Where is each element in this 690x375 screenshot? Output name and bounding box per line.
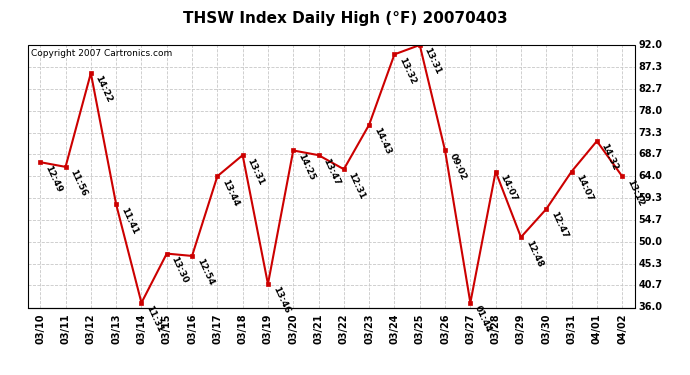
Text: 12:31: 12:31 bbox=[346, 171, 367, 200]
Text: 45.3: 45.3 bbox=[638, 259, 662, 269]
Text: Copyright 2007 Cartronics.com: Copyright 2007 Cartronics.com bbox=[31, 49, 172, 58]
Text: 13:46: 13:46 bbox=[270, 285, 291, 315]
Text: 13:31: 13:31 bbox=[246, 156, 266, 186]
Text: 14:22: 14:22 bbox=[94, 75, 114, 104]
Text: 92.0: 92.0 bbox=[638, 40, 662, 50]
Text: 73.3: 73.3 bbox=[638, 128, 662, 138]
Text: 12:49: 12:49 bbox=[43, 164, 63, 194]
Text: 11:31: 11:31 bbox=[144, 304, 164, 334]
Text: 14:43: 14:43 bbox=[372, 126, 393, 156]
Text: 09:02: 09:02 bbox=[448, 152, 468, 182]
Text: 12:48: 12:48 bbox=[524, 238, 544, 268]
Text: 40.7: 40.7 bbox=[638, 280, 662, 291]
Text: 82.7: 82.7 bbox=[638, 84, 662, 94]
Text: 11:41: 11:41 bbox=[119, 206, 139, 236]
Text: 13:30: 13:30 bbox=[170, 255, 190, 285]
Text: 68.7: 68.7 bbox=[638, 149, 662, 159]
Text: 59.3: 59.3 bbox=[638, 193, 662, 203]
Text: 13:12: 13:12 bbox=[625, 178, 645, 207]
Text: 13:32: 13:32 bbox=[397, 56, 417, 86]
Text: 13:44: 13:44 bbox=[220, 178, 241, 208]
Text: 54.7: 54.7 bbox=[638, 215, 662, 225]
Text: 14:07: 14:07 bbox=[574, 173, 595, 203]
Text: 64.0: 64.0 bbox=[638, 171, 662, 181]
Text: 78.0: 78.0 bbox=[638, 106, 662, 116]
Text: 36.0: 36.0 bbox=[638, 303, 662, 312]
Text: 12:47: 12:47 bbox=[549, 210, 569, 240]
Text: 01:44: 01:44 bbox=[473, 304, 493, 334]
Text: 14:25: 14:25 bbox=[296, 152, 316, 182]
Text: 13:31: 13:31 bbox=[422, 46, 443, 76]
Text: 13:47: 13:47 bbox=[322, 156, 342, 186]
Text: 14:07: 14:07 bbox=[498, 173, 519, 203]
Text: 87.3: 87.3 bbox=[638, 62, 662, 72]
Text: 50.0: 50.0 bbox=[638, 237, 662, 247]
Text: THSW Index Daily High (°F) 20070403: THSW Index Daily High (°F) 20070403 bbox=[183, 11, 507, 26]
Text: 11:56: 11:56 bbox=[68, 168, 88, 198]
Text: 12:54: 12:54 bbox=[195, 257, 215, 287]
Text: 14:32: 14:32 bbox=[600, 142, 620, 172]
